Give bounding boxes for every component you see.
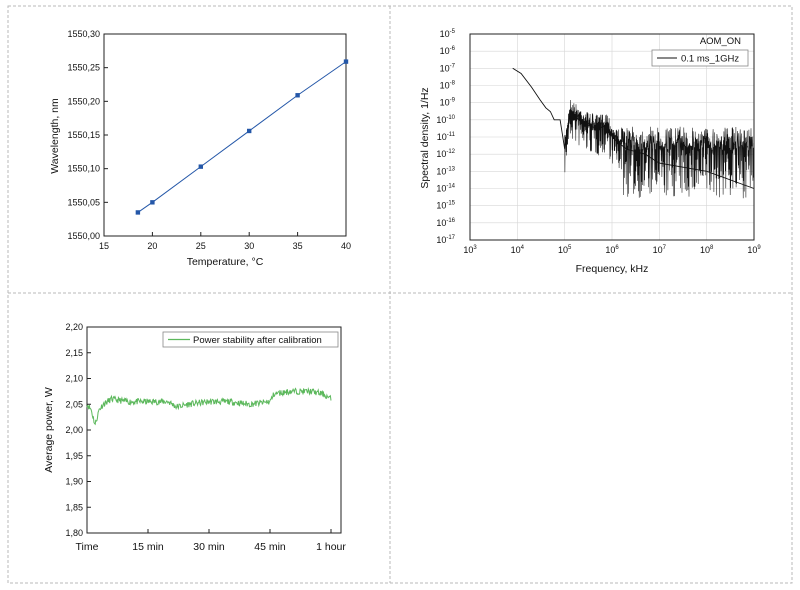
spectral-density-chart: 103 104 105 106 107 108 109 10-5 10-6 10-7 10-8 10… bbox=[419, 29, 761, 275]
series-line bbox=[512, 67, 755, 189]
y-tick-label: 1550,10 bbox=[67, 164, 100, 174]
data-point bbox=[343, 59, 349, 64]
y-tick-label: 10-13 bbox=[436, 166, 455, 176]
y-tick-label: 10-14 bbox=[436, 184, 455, 194]
x-tick-label: 30 min bbox=[193, 541, 225, 553]
y-tick-label: 1,80 bbox=[65, 528, 83, 538]
x-tick-label: 108 bbox=[700, 245, 714, 255]
x-tick-label: 25 bbox=[196, 241, 206, 251]
chart-title: AOM_ON bbox=[700, 36, 741, 47]
series-line bbox=[137, 61, 347, 213]
legend: Power stability after calibration bbox=[162, 331, 339, 348]
x-tick-label: 45 min bbox=[254, 541, 286, 553]
wavelength-vs-temperature-chart: 15 20 25 30 35 40 1550,00 1550,05 1550,10 1550,1… bbox=[49, 29, 351, 268]
x-tick-label: 40 bbox=[341, 241, 351, 251]
data-point bbox=[150, 200, 155, 205]
y-tick-label: 10-11 bbox=[437, 132, 456, 142]
legend-label: Power stability after calibration bbox=[193, 335, 322, 346]
data-point bbox=[247, 128, 252, 134]
legend-label: 0.1 ms_1GHz bbox=[681, 54, 739, 65]
y-tick-label: 10-16 bbox=[436, 218, 455, 228]
x-tick-label: 35 bbox=[293, 241, 303, 251]
y-tick-label: 1550,05 bbox=[67, 197, 100, 207]
y-tick-label: 1,95 bbox=[65, 451, 83, 461]
x-tick-label: 30 bbox=[244, 241, 254, 251]
y-axis-label: Wavelength, nm bbox=[49, 98, 61, 174]
y-tick-label: 10-17 bbox=[436, 235, 455, 245]
x-axis-label: Temperature, °C bbox=[187, 256, 264, 268]
series-line bbox=[86, 387, 332, 426]
y-tick-label: 2,20 bbox=[65, 322, 83, 332]
power-stability-chart: Time 15 min 30 min 45 min 1 hour 1,80 1,85 1,9… bbox=[43, 322, 346, 553]
y-tick-label: 10-12 bbox=[436, 149, 455, 159]
y-tick-label: 10-8 bbox=[440, 81, 456, 91]
x-tick-label: 15 bbox=[99, 241, 109, 251]
y-tick-label: 2,00 bbox=[65, 425, 83, 435]
x-tick-label: 106 bbox=[605, 245, 619, 255]
y-tick-label: 1550,25 bbox=[67, 63, 100, 73]
y-tick-label: 2,10 bbox=[65, 374, 83, 384]
x-tick-label: 15 min bbox=[132, 541, 164, 553]
data-point bbox=[295, 93, 300, 98]
y-axis-label: Spectral density, 1/Hz bbox=[419, 87, 431, 188]
x-tick-label: 1 hour bbox=[316, 541, 346, 553]
x-tick-label: Time bbox=[76, 541, 99, 553]
x-tick-label: 20 bbox=[147, 241, 157, 251]
y-tick-label: 1,90 bbox=[65, 477, 83, 487]
y-tick-label: 10-5 bbox=[440, 29, 456, 39]
y-tick-label: 1550,00 bbox=[67, 231, 100, 241]
legend: 0.1 ms_1GHz bbox=[651, 49, 749, 67]
y-tick-label: 10-10 bbox=[436, 115, 455, 125]
y-tick-label: 10-15 bbox=[436, 201, 455, 211]
plot-frame bbox=[469, 33, 755, 241]
y-tick-label: 1550,15 bbox=[67, 130, 100, 140]
noise-trace bbox=[564, 99, 755, 199]
x-tick-label: 104 bbox=[511, 245, 525, 255]
y-tick-label: 1,85 bbox=[65, 502, 83, 512]
y-tick-label: 10-9 bbox=[440, 98, 456, 108]
x-axis-label: Frequency, kHz bbox=[576, 263, 649, 275]
y-tick-label: 1550,20 bbox=[67, 96, 100, 106]
data-point bbox=[135, 210, 141, 215]
x-tick-label: 107 bbox=[653, 245, 667, 255]
y-tick-label: 2,15 bbox=[65, 348, 83, 358]
x-tick-label: 103 bbox=[463, 245, 477, 255]
y-tick-label: 1550,30 bbox=[67, 29, 100, 39]
data-point bbox=[198, 164, 203, 169]
y-tick-label: 10-6 bbox=[440, 46, 456, 56]
plot-frame bbox=[86, 326, 342, 534]
x-tick-label: 109 bbox=[747, 245, 761, 255]
y-tick-label: 10-7 bbox=[440, 63, 456, 73]
y-tick-label: 2,05 bbox=[65, 399, 83, 409]
y-axis-label: Average power, W bbox=[43, 387, 55, 473]
x-tick-label: 105 bbox=[558, 245, 572, 255]
plot-frame bbox=[103, 33, 347, 237]
